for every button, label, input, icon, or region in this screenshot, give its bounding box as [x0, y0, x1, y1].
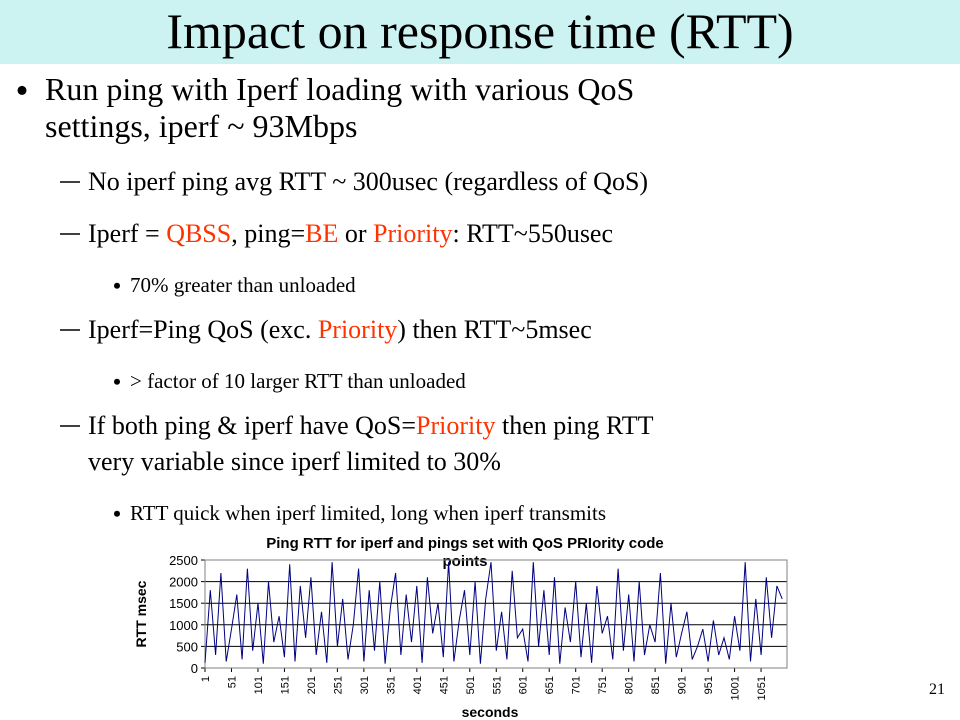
y-tick-label: 2500 — [169, 553, 198, 568]
text-segment: Priority — [318, 315, 397, 344]
x-tick-label: 601 — [518, 676, 530, 694]
bullet-text: settings, iperf ~ 93Mbps — [45, 108, 357, 144]
x-tick-label: 701 — [571, 676, 583, 694]
bullet-text: very variable since iperf limited to 30% — [88, 447, 501, 476]
bullet-text: Iperf = QBSS, ping=BE or Priority: RTT~5… — [88, 219, 613, 248]
x-tick-label: 1 — [200, 676, 212, 682]
text-segment: Priority — [416, 411, 495, 440]
x-tick-label: 301 — [359, 676, 371, 694]
x-tick-label: 101 — [253, 676, 265, 694]
bullet-text: Iperf=Ping QoS (exc. Priority) then RTT~… — [88, 315, 592, 344]
text-segment: 70% greater than unloaded — [130, 273, 356, 297]
text-segment: Run ping with Iperf loading with various… — [45, 71, 634, 107]
x-axis-label: seconds — [462, 704, 519, 720]
text-segment: Iperf=Ping QoS (exc. — [88, 315, 318, 344]
data-line — [204, 562, 783, 664]
slide-title: Impact on response time (RTT) — [166, 3, 793, 59]
x-tick-label: 801 — [624, 676, 636, 694]
x-tick-label: 201 — [306, 676, 318, 694]
y-tick-label: 500 — [176, 639, 198, 654]
x-tick-label: 951 — [703, 676, 715, 694]
text-segment: or — [338, 219, 373, 248]
text-segment: settings, iperf ~ 93Mbps — [45, 108, 357, 144]
bullet-text: If both ping & iperf have QoS=Priority t… — [88, 411, 654, 440]
page-number: 21 — [929, 681, 945, 698]
bullet-text: RTT quick when iperf limited, long when … — [130, 501, 606, 525]
x-tick-label: 351 — [385, 676, 397, 694]
x-tick-label: 651 — [544, 676, 556, 694]
x-tick-label: 751 — [597, 676, 609, 694]
x-tick-label: 851 — [650, 676, 662, 694]
text-segment: very variable since iperf limited to 30% — [88, 447, 501, 476]
bullet-marker — [114, 378, 120, 385]
bullet-text: No iperf ping avg RTT ~ 300usec (regardl… — [88, 167, 648, 196]
bullet-marker — [114, 510, 120, 517]
text-segment: If both ping & iperf have QoS= — [88, 411, 416, 440]
text-segment: RTT quick when iperf limited, long when … — [130, 501, 606, 525]
x-tick-label: 251 — [332, 676, 344, 694]
x-tick-label: 451 — [438, 676, 450, 694]
plot-frame — [204, 559, 788, 669]
x-tick-label: 51 — [226, 676, 238, 688]
bullet-marker — [17, 85, 27, 95]
x-tick-label: 401 — [412, 676, 424, 694]
text-segment: Priority — [373, 219, 452, 248]
title-band — [0, 0, 960, 64]
y-tick-label: 2000 — [169, 575, 198, 590]
x-tick-label: 551 — [491, 676, 503, 694]
text-segment: then ping RTT — [496, 411, 654, 440]
y-tick-label: 0 — [191, 661, 198, 676]
bullet-text: 70% greater than unloaded — [130, 273, 356, 297]
y-axis-label: RTT msec — [133, 580, 149, 647]
text-segment: QBSS — [166, 219, 231, 248]
x-tick-label: 501 — [465, 676, 477, 694]
text-segment: No iperf ping avg RTT ~ 300usec (regardl… — [88, 167, 648, 196]
chart-title: Ping RTT for iperf and pings set with Qo… — [266, 535, 664, 552]
x-tick-label: 1051 — [756, 676, 768, 700]
y-tick-label: 1000 — [169, 618, 198, 633]
x-tick-label: 1001 — [730, 676, 742, 700]
chart-title: points — [443, 553, 488, 570]
y-tick-label: 1500 — [169, 596, 198, 611]
bullet-list: Run ping with Iperf loading with various… — [17, 71, 654, 525]
text-segment: ) then RTT~5msec — [397, 315, 591, 344]
x-tick-label: 151 — [279, 676, 291, 694]
text-segment: Iperf = — [88, 219, 166, 248]
bullet-text: Run ping with Iperf loading with various… — [45, 71, 634, 107]
x-tick-label: 901 — [677, 676, 689, 694]
bullet-text: > factor of 10 larger RTT than unloaded — [130, 369, 466, 393]
bullet-marker — [114, 282, 120, 289]
text-segment: , ping= — [231, 219, 305, 248]
text-segment: > factor of 10 larger RTT than unloaded — [130, 369, 466, 393]
chart: Ping RTT for iperf and pings set with Qo… — [133, 535, 788, 720]
text-segment: : RTT~550usec — [452, 219, 613, 248]
text-segment: BE — [305, 219, 338, 248]
